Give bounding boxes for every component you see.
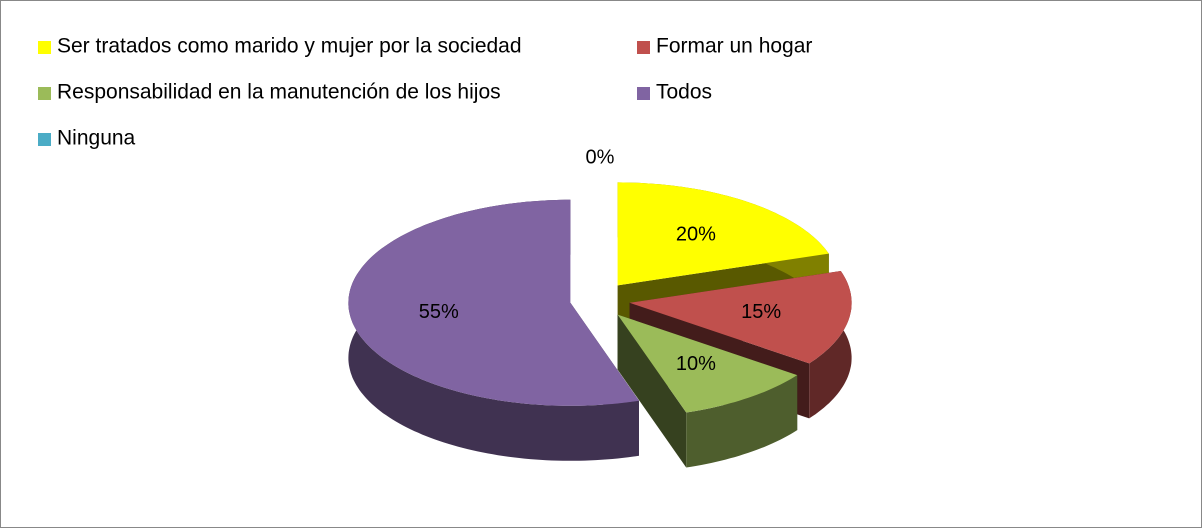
data-label: 55%: [419, 301, 459, 323]
legend-label: Ser tratados como marido y mujer por la …: [57, 35, 522, 58]
slice-top: [617, 314, 798, 413]
slice-top: [629, 271, 852, 364]
legend-label: Formar un hogar: [656, 35, 812, 58]
legend-label: Responsabilidad en la manutención de los…: [57, 81, 501, 104]
data-label: 10%: [676, 353, 716, 375]
slice-top: [617, 182, 829, 286]
slice-wall: [617, 314, 687, 468]
legend-swatch: [38, 133, 51, 146]
slice-top: [348, 199, 639, 406]
legend-swatch: [38, 41, 51, 54]
legend-label: Todos: [656, 81, 712, 104]
pie-slice: [617, 314, 798, 468]
legend-swatch: [637, 87, 650, 100]
pie-slice: [348, 199, 639, 461]
slice-side: [686, 375, 798, 468]
data-label: 15%: [741, 301, 781, 323]
legend-swatch: [637, 41, 650, 54]
data-label: 20%: [676, 224, 716, 246]
data-label: 0%: [586, 147, 615, 169]
legend-swatch: [38, 87, 51, 100]
legend-label: Ninguna: [57, 127, 136, 150]
